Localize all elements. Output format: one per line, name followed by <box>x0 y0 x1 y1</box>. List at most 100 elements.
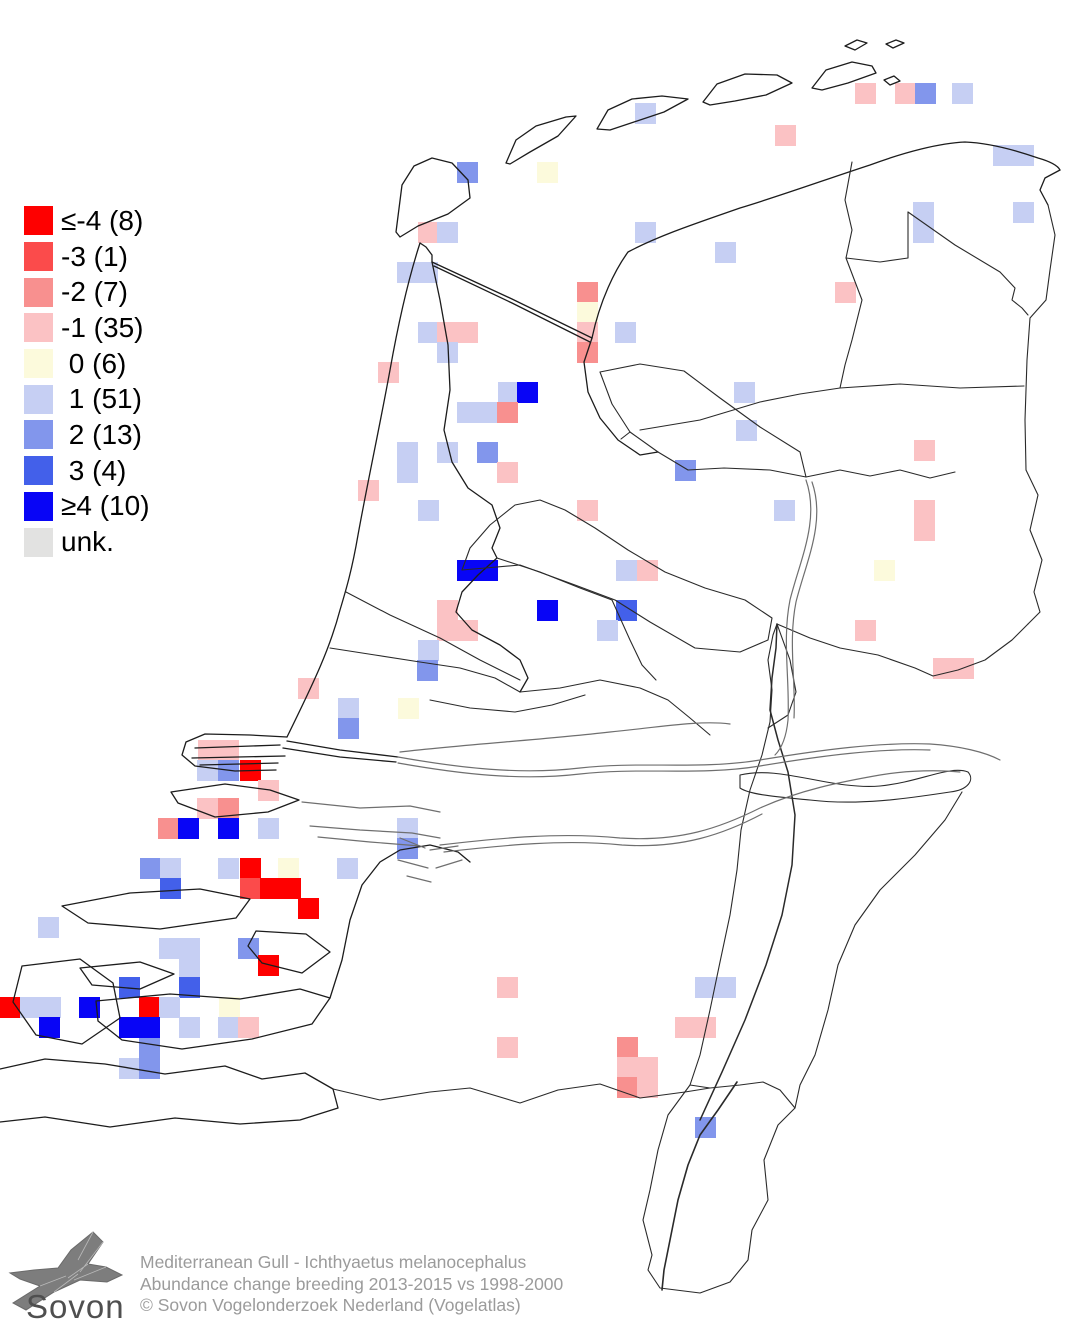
atlas-grid-cell <box>139 997 160 1018</box>
atlas-grid-cell <box>616 600 637 621</box>
atlas-grid-cell <box>160 878 181 899</box>
legend-swatch-icon <box>24 384 53 414</box>
legend-item--2: -2 (7) <box>24 274 150 310</box>
legend-swatch-icon <box>24 313 53 343</box>
atlas-grid-cell <box>338 718 359 739</box>
atlas-grid-cell <box>577 302 598 323</box>
atlas-grid-cell <box>298 898 319 919</box>
atlas-grid-cell <box>398 698 419 719</box>
legend-swatch-icon <box>24 491 53 521</box>
legend-swatch-icon <box>24 206 53 236</box>
legend-swatch-icon <box>24 242 53 272</box>
atlas-grid-cell <box>139 1058 160 1079</box>
legend-label: -1 (35) <box>61 311 144 343</box>
atlas-grid-cell <box>258 780 279 801</box>
atlas-grid-cell <box>79 997 100 1018</box>
atlas-grid-cell <box>418 222 439 243</box>
caption-species: Mediterranean Gull - Ichthyaetus melanoc… <box>140 1252 527 1272</box>
atlas-grid-cell <box>437 342 458 363</box>
legend-swatch-icon <box>24 349 53 379</box>
atlas-grid-cell <box>695 1017 716 1038</box>
atlas-grid-cell <box>159 997 180 1018</box>
atlas-grid-cell <box>39 1017 60 1038</box>
province-borders <box>329 161 1056 1294</box>
legend-item-4: ≥4 (10) <box>24 489 150 525</box>
atlas-grid-cell <box>477 560 498 581</box>
legend-item--4: ≤-4 (8) <box>24 203 150 239</box>
legend-label: ≥4 (10) <box>61 490 150 522</box>
legend-item-1: 1 (51) <box>24 381 150 417</box>
legend-item-3: 3 (4) <box>24 453 150 489</box>
atlas-grid-cell <box>278 858 299 879</box>
map-caption: Mediterranean Gull - Ichthyaetus melanoc… <box>140 1252 563 1317</box>
footer: Sovon Mediterranean Gull - Ichthyaetus m… <box>0 1228 1074 1340</box>
atlas-grid-cell <box>218 740 239 761</box>
atlas-grid-cell <box>158 818 179 839</box>
atlas-grid-cell <box>197 798 218 819</box>
atlas-grid-cell <box>874 560 895 581</box>
caption-copyright: © Sovon Vogelonderzoek Nederland (Vogela… <box>140 1295 521 1315</box>
atlas-grid-cell <box>915 83 936 104</box>
atlas-grid-cell <box>477 402 498 423</box>
atlas-grid-cell <box>378 362 399 383</box>
atlas-grid-cell <box>418 500 439 521</box>
atlas-grid-cell <box>617 1077 638 1098</box>
atlas-grid-cell <box>240 878 261 899</box>
atlas-grid-cell <box>417 660 438 681</box>
atlas-grid-cell <box>179 977 200 998</box>
atlas-grid-cell <box>238 1017 259 1038</box>
atlas-grid-cell <box>457 560 478 581</box>
atlas-grid-cell <box>418 640 439 661</box>
atlas-grid-cell <box>637 1057 658 1078</box>
atlas-grid-cell <box>198 740 219 761</box>
atlas-grid-cell <box>635 222 656 243</box>
coastline <box>0 141 1061 1128</box>
atlas-grid-cell <box>437 322 458 343</box>
wadden-islands <box>395 39 905 238</box>
atlas-grid-cell <box>497 462 518 483</box>
atlas-grid-cell <box>993 145 1014 166</box>
atlas-grid-cell <box>40 997 61 1018</box>
atlas-grid-cell <box>260 878 281 899</box>
atlas-grid-cell <box>637 1077 658 1098</box>
atlas-grid-cell <box>119 1017 140 1038</box>
atlas-grid-cell <box>1013 202 1034 223</box>
legend-label: -2 (7) <box>61 276 128 308</box>
sovon-logo-text: Sovon <box>26 1288 125 1325</box>
atlas-grid-cell <box>635 103 656 124</box>
atlas-grid-cell <box>617 1057 638 1078</box>
atlas-grid-cell <box>537 162 558 183</box>
atlas-grid-cell <box>258 818 279 839</box>
atlas-grid-cell <box>280 878 301 899</box>
atlas-grid-cell <box>895 83 916 104</box>
atlas-grid-cell <box>219 997 240 1018</box>
legend-label: -3 (1) <box>61 240 128 272</box>
atlas-grid-cell <box>218 858 239 879</box>
atlas-grid-cell <box>933 658 954 679</box>
atlas-grid-cell <box>913 222 934 243</box>
atlas-grid-cell <box>457 620 478 641</box>
atlas-grid-cell <box>952 83 973 104</box>
atlas-grid-cell <box>240 858 261 879</box>
atlas-grid-cell <box>597 620 618 641</box>
atlas-grid-cell <box>139 1017 160 1038</box>
atlas-grid-cell <box>1013 145 1034 166</box>
atlas-grid-cell <box>736 420 757 441</box>
atlas-grid-cell <box>497 977 518 998</box>
atlas-grid-cell <box>218 1017 239 1038</box>
atlas-grid-cell <box>457 402 478 423</box>
atlas-grid-cell <box>914 440 935 461</box>
atlas-grid-cell <box>218 818 239 839</box>
atlas-grid-cell <box>577 500 598 521</box>
atlas-grid-cell <box>20 997 41 1018</box>
atlas-grid-cell <box>457 322 478 343</box>
atlas-grid-cell <box>855 620 876 641</box>
legend-swatch-icon <box>24 456 53 486</box>
legend-label: ≤-4 (8) <box>61 204 144 236</box>
sovon-swallow-logo-icon <box>8 1231 124 1311</box>
atlas-grid-cell <box>537 600 558 621</box>
caption-subject: Abundance change breeding 2013-2015 vs 1… <box>140 1273 564 1294</box>
atlas-grid-cell <box>179 1017 200 1038</box>
